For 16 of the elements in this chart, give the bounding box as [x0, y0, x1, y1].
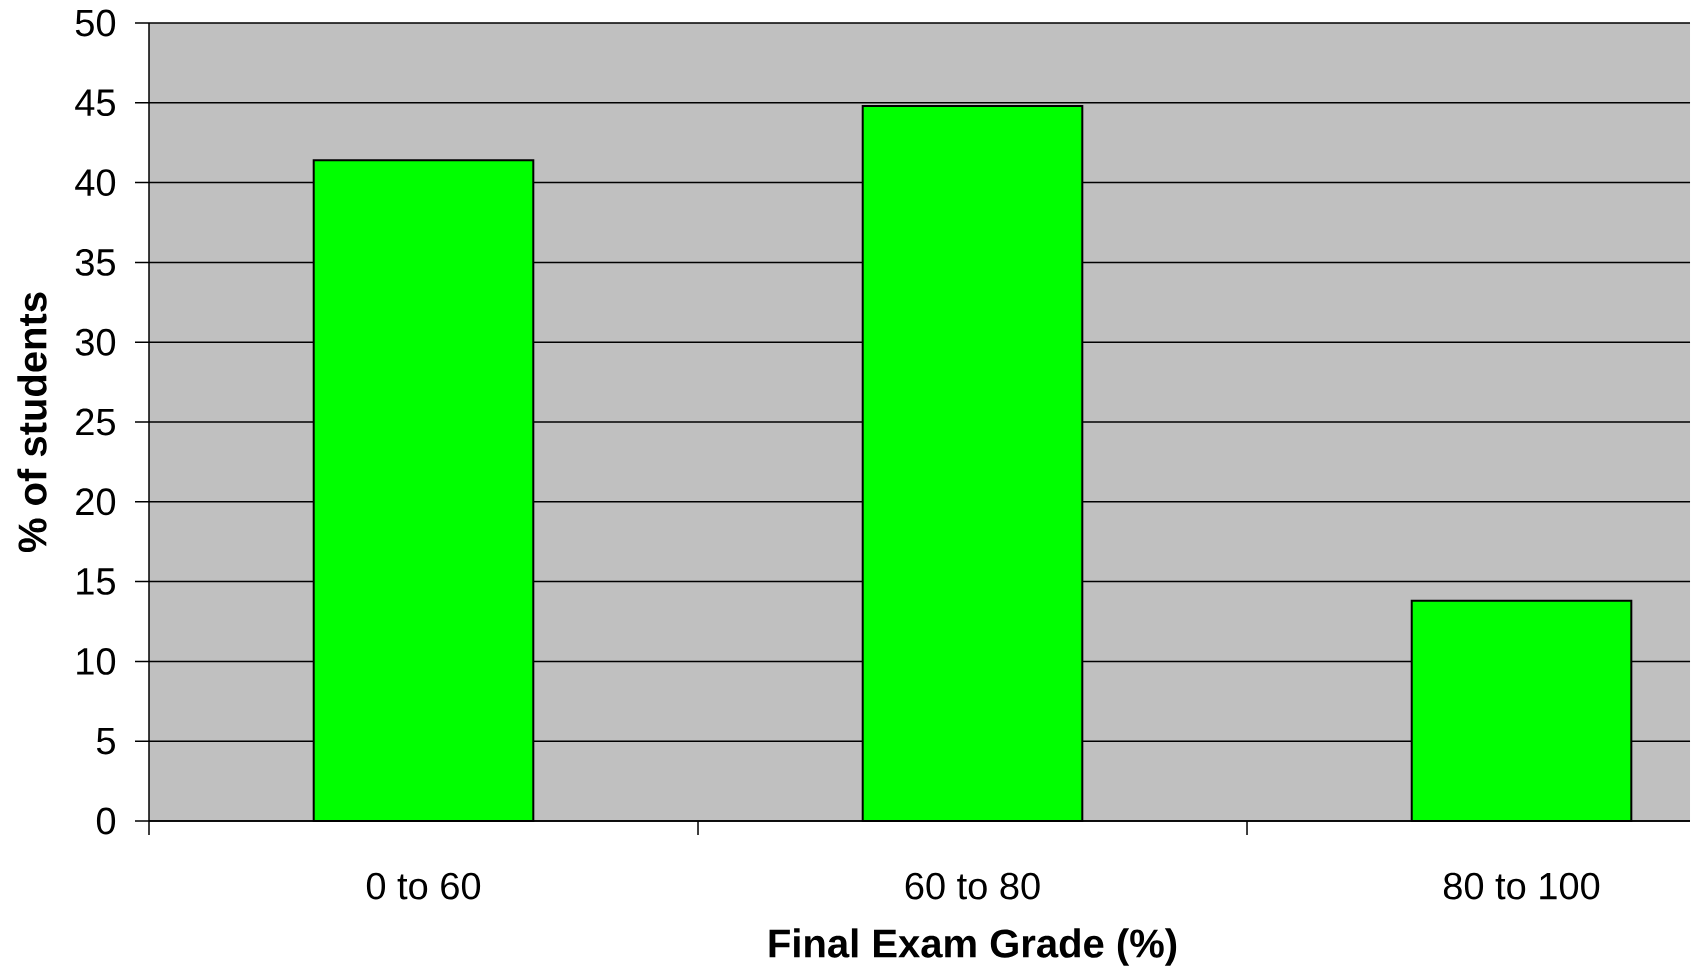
y-tick-label: 50	[75, 9, 116, 37]
y-tick-label: 25	[76, 408, 115, 436]
y-tick-label: 15	[77, 568, 115, 595]
x-tick-label: 0 to 60	[366, 872, 481, 900]
x-axis-title: Final Exam Grade (%)	[769, 928, 1177, 966]
y-tick-label: 0	[96, 807, 116, 835]
y-tick-label: 30	[75, 328, 116, 356]
y-tick-label: 40	[75, 169, 116, 197]
y-axis-title: % of students	[17, 292, 47, 553]
y-tick-label: 5	[96, 727, 115, 755]
y-tick-label: 20	[76, 488, 116, 516]
x-tick-label: 60 to 80	[905, 872, 1040, 900]
y-tick-label: 10	[77, 647, 116, 675]
y-tick-label: 35	[75, 248, 115, 276]
y-tick-label: 45	[75, 89, 115, 117]
x-tick-label: 80 to 100	[1443, 872, 1600, 900]
